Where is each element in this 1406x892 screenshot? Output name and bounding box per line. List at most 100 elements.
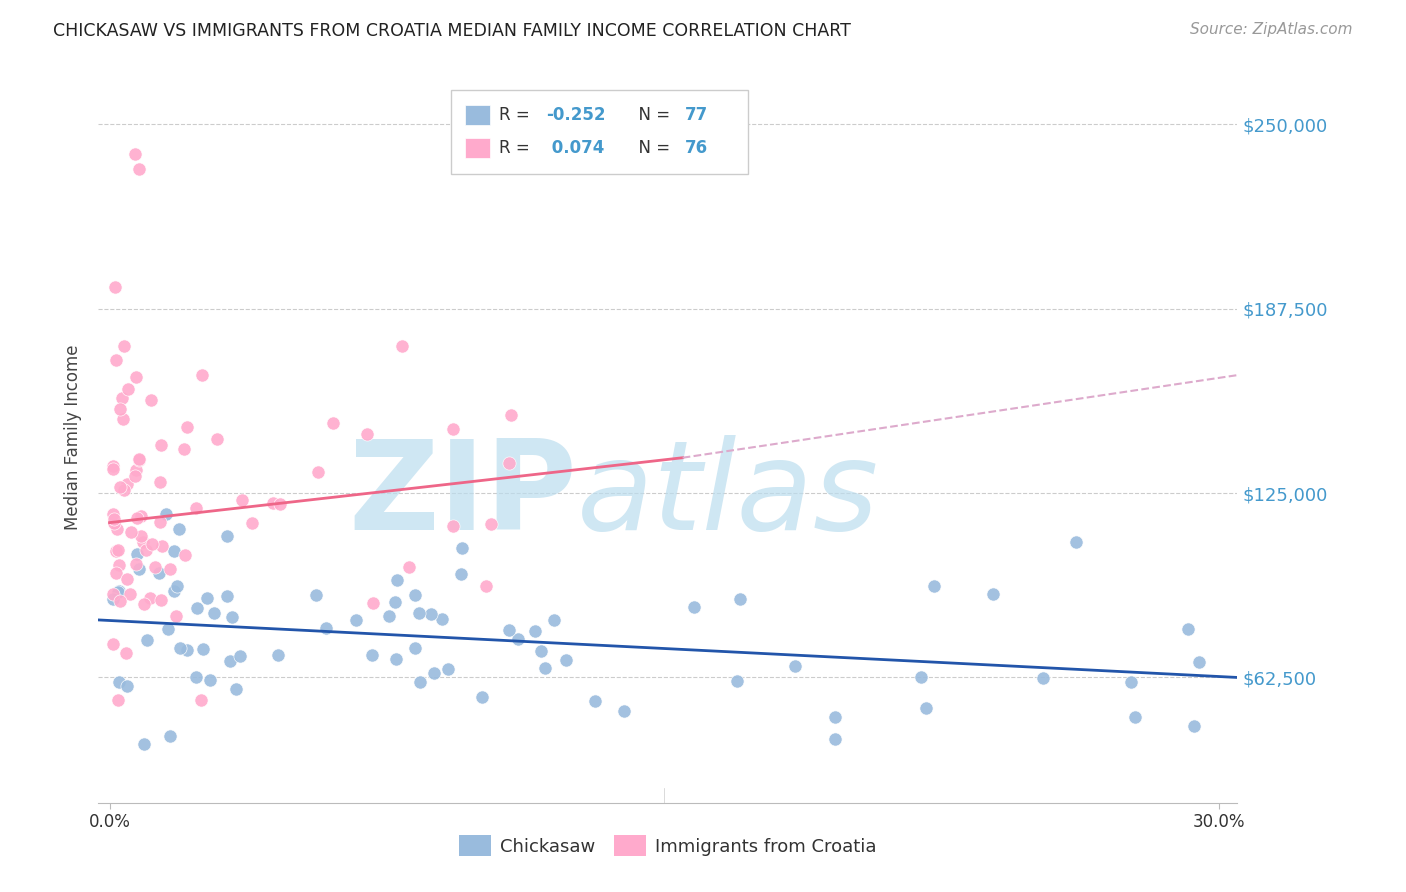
- Point: [107, 584, 129, 599]
- Point: [103, 516, 125, 530]
- Point: [543, 613, 565, 627]
- Point: [262, 496, 284, 510]
- Point: [129, 508, 152, 523]
- Point: [125, 511, 148, 525]
- Point: [163, 544, 186, 558]
- Point: [108, 583, 131, 598]
- Point: [404, 588, 426, 602]
- Point: [107, 692, 129, 706]
- Point: [523, 624, 546, 638]
- Point: [423, 666, 446, 681]
- Point: [533, 660, 555, 674]
- Point: [441, 519, 464, 533]
- Point: [101, 591, 124, 606]
- Point: [191, 642, 214, 657]
- Point: [217, 528, 239, 542]
- Point: [408, 606, 430, 620]
- Point: [176, 420, 198, 434]
- Point: [398, 559, 420, 574]
- Point: [307, 465, 329, 479]
- Text: ZIP: ZIP: [349, 435, 576, 556]
- Point: [115, 646, 138, 660]
- Point: [167, 521, 190, 535]
- Point: [385, 652, 408, 666]
- Point: [173, 442, 195, 457]
- Point: [103, 462, 125, 476]
- Point: [554, 653, 576, 667]
- Point: [108, 480, 131, 494]
- Point: [111, 391, 134, 405]
- Point: [108, 674, 131, 689]
- Text: R =: R =: [499, 139, 536, 157]
- Point: [228, 648, 250, 663]
- Point: [499, 408, 522, 422]
- Point: [430, 612, 453, 626]
- Point: [191, 368, 214, 383]
- Point: [922, 579, 945, 593]
- Point: [1177, 622, 1199, 636]
- Point: [128, 452, 150, 467]
- Point: [159, 729, 181, 743]
- Point: [1188, 656, 1211, 670]
- Point: [165, 608, 187, 623]
- Point: [451, 541, 474, 556]
- Point: [125, 557, 148, 571]
- Text: 77: 77: [685, 106, 709, 124]
- Point: [128, 453, 150, 467]
- Point: [190, 692, 212, 706]
- Point: [824, 709, 846, 723]
- Point: [110, 402, 132, 417]
- Text: R =: R =: [499, 106, 536, 124]
- Point: [1064, 535, 1087, 549]
- Point: [166, 579, 188, 593]
- Point: [104, 279, 127, 293]
- Point: [508, 632, 530, 647]
- Point: [613, 704, 636, 718]
- Point: [391, 339, 413, 353]
- Point: [981, 586, 1004, 600]
- Point: [205, 433, 228, 447]
- Point: [361, 648, 384, 663]
- Point: [149, 475, 172, 490]
- Point: [910, 670, 932, 684]
- Point: [124, 469, 146, 483]
- Point: [120, 587, 142, 601]
- Point: [384, 595, 406, 609]
- Text: 76: 76: [685, 139, 709, 157]
- Point: [404, 641, 426, 656]
- Point: [131, 535, 153, 549]
- FancyBboxPatch shape: [465, 105, 491, 125]
- Point: [143, 560, 166, 574]
- Point: [115, 572, 138, 586]
- Point: [475, 579, 498, 593]
- Point: [104, 353, 127, 368]
- Point: [269, 497, 291, 511]
- Point: [128, 161, 150, 176]
- Point: [225, 681, 247, 696]
- Point: [108, 558, 131, 573]
- Point: [132, 597, 155, 611]
- Point: [184, 501, 207, 516]
- Point: [682, 599, 704, 614]
- Point: [117, 382, 139, 396]
- Point: [174, 549, 197, 563]
- Point: [103, 507, 125, 521]
- Point: [529, 644, 551, 658]
- FancyBboxPatch shape: [465, 138, 491, 158]
- Point: [1182, 719, 1205, 733]
- Point: [107, 543, 129, 558]
- Point: [105, 522, 128, 536]
- Point: [115, 679, 138, 693]
- Point: [420, 607, 443, 621]
- Point: [112, 483, 135, 497]
- Text: Source: ZipAtlas.com: Source: ZipAtlas.com: [1189, 22, 1353, 37]
- Point: [105, 543, 128, 558]
- Point: [163, 584, 186, 599]
- Point: [150, 539, 173, 553]
- Point: [471, 690, 494, 704]
- FancyBboxPatch shape: [451, 90, 748, 174]
- Point: [169, 640, 191, 655]
- Point: [125, 369, 148, 384]
- Point: [103, 512, 125, 526]
- Point: [200, 673, 222, 687]
